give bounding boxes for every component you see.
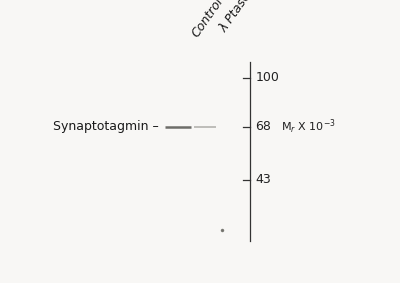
Text: Control: Control	[190, 0, 226, 39]
Text: Synaptotagmin –: Synaptotagmin –	[53, 120, 159, 133]
Text: 100: 100	[256, 71, 280, 84]
Text: 43: 43	[256, 173, 271, 186]
Text: M$_r$ X 10$^{-3}$: M$_r$ X 10$^{-3}$	[281, 117, 336, 136]
Text: λ Ptase: λ Ptase	[218, 0, 254, 35]
Text: 68: 68	[256, 120, 272, 133]
